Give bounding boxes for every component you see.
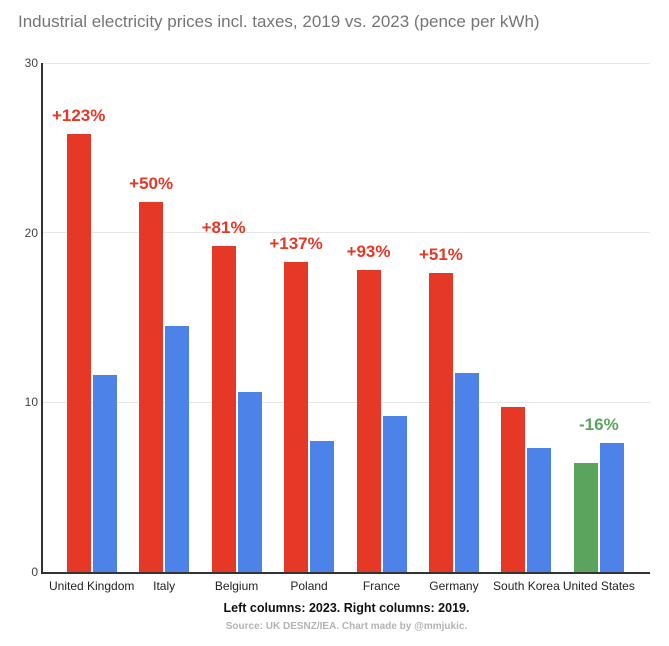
x-axis-label-united-states: United States [562, 579, 635, 593]
y-tick-label-20: 20 [24, 225, 38, 240]
x-axis-label-united-kingdom: United Kingdom [48, 579, 135, 593]
bar-2019-united-kingdom [92, 375, 117, 572]
pct-label-belgium: +81% [201, 218, 246, 238]
bar-2023-germany [428, 273, 453, 572]
bar-2023-france [356, 269, 381, 572]
x-axis-line [41, 572, 650, 574]
bar-2019-italy [165, 325, 190, 572]
bar-2023-poland [284, 261, 309, 572]
x-axis-label-france: France [362, 579, 401, 593]
x-axis-label-italy: Italy [153, 579, 176, 593]
gridline-20 [41, 232, 650, 234]
source-credit: Source: UK DESNZ/IEA. Chart made by @mmj… [225, 621, 468, 632]
pct-label-germany: +51% [418, 245, 463, 265]
bar-2019-south-korea [527, 448, 552, 572]
bar-2019-france [382, 415, 407, 572]
bar-2023-united-kingdom [66, 134, 91, 572]
legend-note: Left columns: 2023. Right columns: 2019. [223, 601, 470, 615]
x-axis-label-south-korea: South Korea [493, 579, 560, 593]
bar-2019-united-states [599, 443, 624, 572]
x-axis-label-germany: Germany [429, 579, 479, 593]
x-axis-label-belgium: Belgium [214, 579, 259, 593]
bar-2019-germany [454, 373, 479, 572]
bar-2023-united-states [573, 463, 598, 572]
bar-2023-south-korea [501, 407, 526, 572]
gridline-30 [41, 62, 650, 64]
x-axis-label-poland: Poland [290, 579, 328, 593]
bar-2019-poland [310, 441, 335, 572]
y-tick-label-0: 0 [31, 565, 38, 579]
y-tick-label-30: 30 [24, 56, 38, 70]
y-axis-line [41, 63, 43, 572]
pct-label-poland: +137% [269, 233, 323, 253]
y-tick-label-10: 10 [24, 395, 38, 410]
gridline-10 [41, 401, 650, 403]
bar-2019-belgium [237, 392, 262, 572]
chart-title: Industrial electricity prices incl. taxe… [18, 12, 540, 31]
bar-2023-italy [139, 202, 164, 572]
bar-2023-belgium [211, 246, 236, 572]
pct-label-united-states: -16% [579, 415, 619, 435]
pct-label-italy: +50% [129, 174, 174, 194]
pct-label-united-kingdom: +123% [51, 106, 106, 126]
pct-label-france: +93% [346, 241, 391, 261]
